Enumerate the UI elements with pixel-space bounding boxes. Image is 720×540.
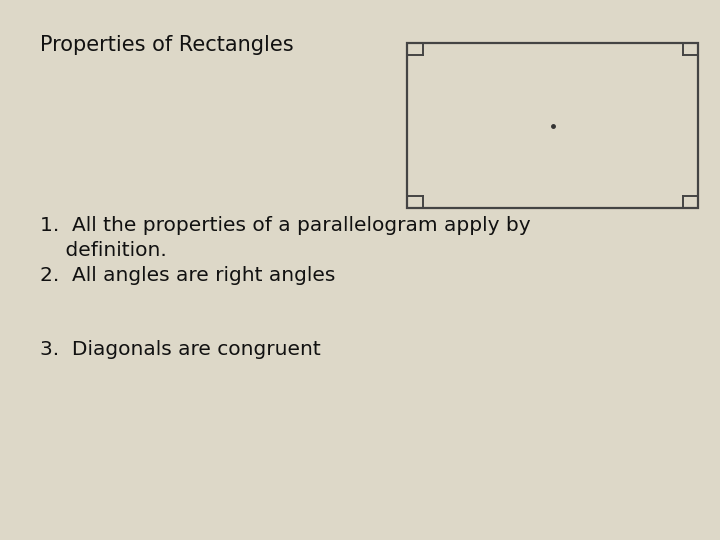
Bar [407, 43, 698, 208]
Text: Properties of Rectangles: Properties of Rectangles [40, 35, 293, 55]
Text: 3.  Diagonals are congruent: 3. Diagonals are congruent [40, 340, 320, 359]
Text: 1.  All the properties of a parallelogram apply by
    definition.
2.  All angle: 1. All the properties of a parallelogram… [40, 216, 530, 285]
